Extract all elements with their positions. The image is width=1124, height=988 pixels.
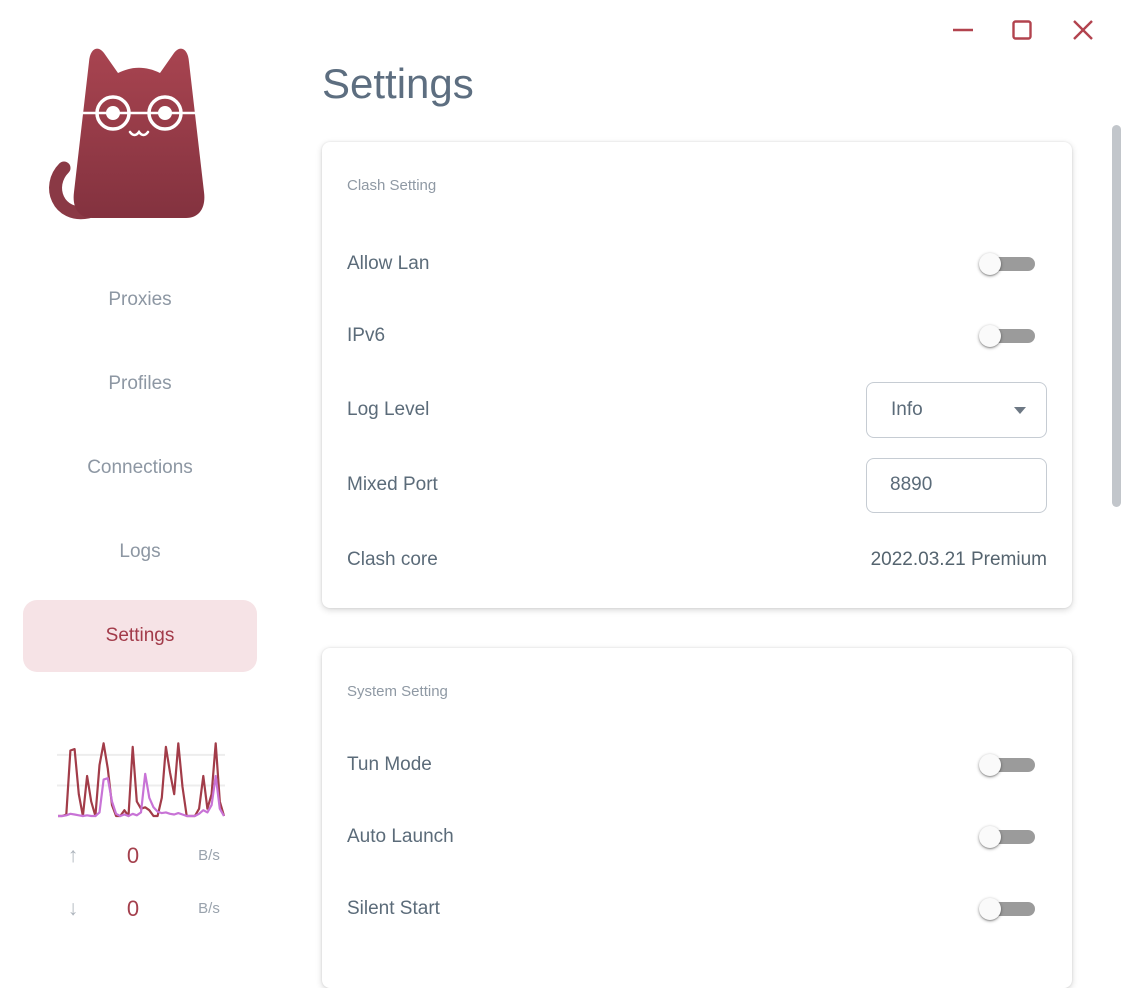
sidebar-item-profiles[interactable]: Profiles xyxy=(108,373,172,394)
arrow-up-icon: ↑ xyxy=(67,844,79,867)
tun-mode-row: Tun Mode xyxy=(347,729,1047,801)
mixed-port-label: Mixed Port xyxy=(347,474,438,495)
scrollbar-thumb[interactable] xyxy=(1112,125,1121,507)
ipv6-label: IPv6 xyxy=(347,325,386,346)
minimize-button[interactable] xyxy=(946,13,980,47)
log-level-label: Log Level xyxy=(347,399,430,420)
silent-start-label: Silent Start xyxy=(347,898,440,919)
maximize-button[interactable] xyxy=(1005,13,1039,47)
toggle-thumb xyxy=(979,325,1001,347)
download-speed-unit: B/s xyxy=(198,900,220,917)
clash-core-version: 2022.03.21 Premium xyxy=(870,549,1047,570)
auto-launch-label: Auto Launch xyxy=(347,826,454,847)
app-logo-cat xyxy=(32,28,247,228)
allow-lan-toggle[interactable] xyxy=(977,251,1041,277)
sidebar-item-settings[interactable]: Settings xyxy=(23,600,257,672)
clash-core-row: Clash core 2022.03.21 Premium xyxy=(347,524,1047,596)
silent-start-toggle[interactable] xyxy=(977,896,1041,922)
sidebar-item-connections[interactable]: Connections xyxy=(87,457,193,478)
auto-launch-row: Auto Launch xyxy=(347,801,1047,873)
log-level-select[interactable]: Info xyxy=(866,382,1047,438)
upload-speed-value: 0 xyxy=(126,843,140,868)
toggle-thumb xyxy=(979,898,1001,920)
tun-mode-label: Tun Mode xyxy=(347,754,432,775)
download-speed-value: 0 xyxy=(126,896,140,921)
mixed-port-input[interactable] xyxy=(866,457,1047,513)
toggle-thumb xyxy=(979,754,1001,776)
allow-lan-label: Allow Lan xyxy=(347,253,430,274)
close-button[interactable] xyxy=(1066,13,1100,47)
page-title: Settings xyxy=(322,60,474,107)
download-stat-row: ↓ 0 B/s xyxy=(30,896,250,922)
sidebar-item-proxies[interactable]: Proxies xyxy=(108,289,172,310)
log-level-row: Log Level Info xyxy=(347,372,1047,448)
silent-start-row: Silent Start xyxy=(347,873,1047,945)
mixed-port-row: Mixed Port xyxy=(347,448,1047,522)
clash-setting-card-title: Clash Setting xyxy=(347,177,437,194)
log-level-selected-value: Info xyxy=(891,399,923,420)
toggle-thumb xyxy=(979,253,1001,275)
maximize-icon xyxy=(1011,19,1033,41)
tun-mode-toggle[interactable] xyxy=(977,752,1041,778)
system-setting-card-title: System Setting xyxy=(347,683,448,700)
upload-stat-row: ↑ 0 B/s xyxy=(30,843,250,869)
arrow-down-icon: ↓ xyxy=(67,897,79,920)
clash-core-label: Clash core xyxy=(347,549,438,570)
traffic-graph xyxy=(57,732,226,825)
caret-down-icon xyxy=(1014,406,1026,414)
ipv6-toggle[interactable] xyxy=(977,323,1041,349)
minimize-icon xyxy=(952,19,974,41)
auto-launch-toggle[interactable] xyxy=(977,824,1041,850)
clash-setting-card: Clash Setting Allow Lan IPv6 Log Level I… xyxy=(322,142,1072,608)
ipv6-row: IPv6 xyxy=(347,300,1047,372)
sidebar: Proxies Profiles Connections Logs Settin… xyxy=(0,0,290,937)
allow-lan-row: Allow Lan xyxy=(347,228,1047,300)
close-icon xyxy=(1072,19,1094,41)
system-setting-card: System Setting Tun Mode Auto Launch Sile… xyxy=(322,648,1072,988)
upload-speed-unit: B/s xyxy=(198,847,220,864)
toggle-thumb xyxy=(979,826,1001,848)
sidebar-item-logs[interactable]: Logs xyxy=(119,541,161,562)
